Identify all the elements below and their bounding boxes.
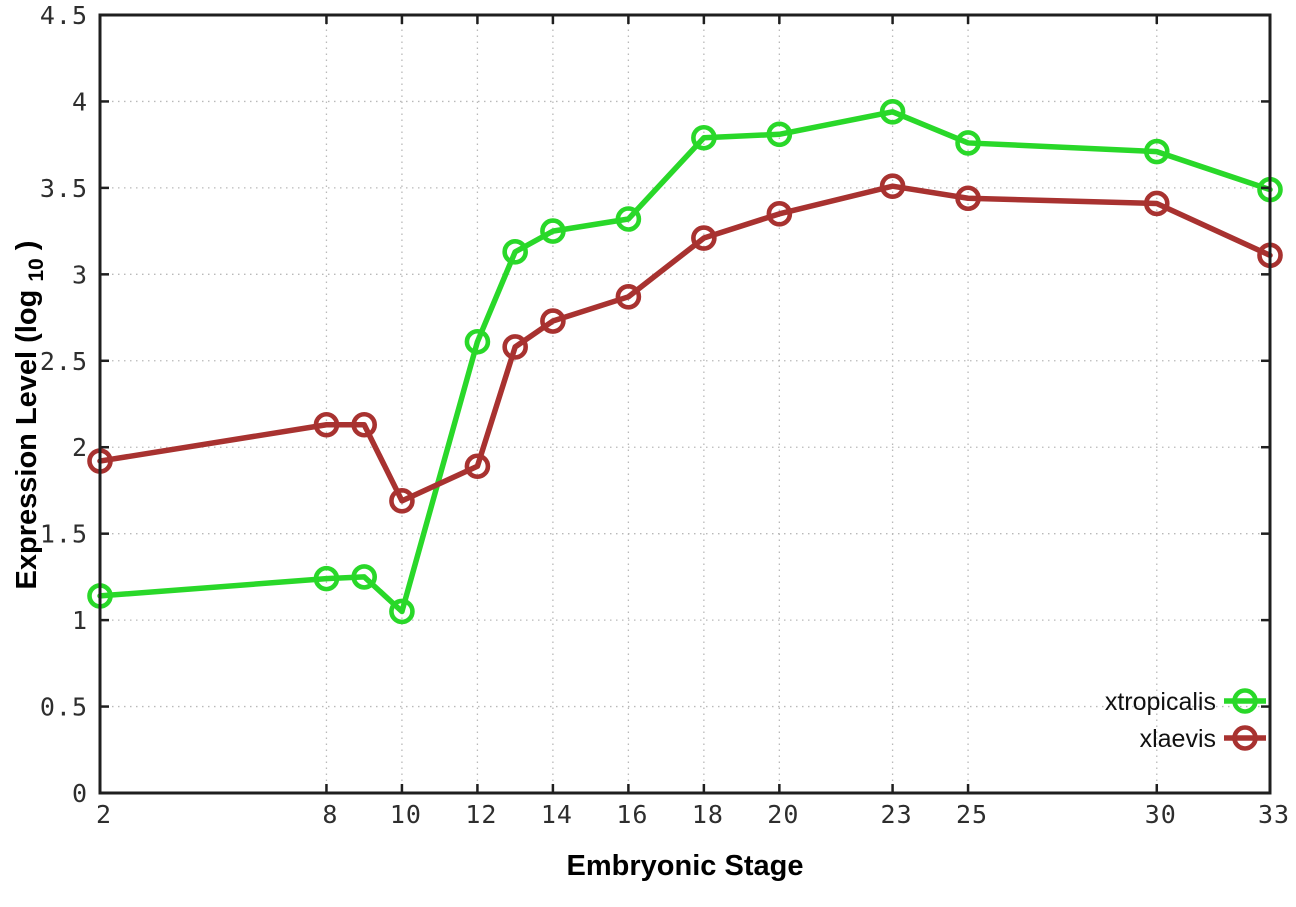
x-tick-label: 23 [881,800,913,829]
data-point-xlaevis [389,488,415,514]
axis-tick-labels: 2 8 10 12 14 16 18 20 23 25 30 33 0 0.5 1 1.5 2 2.5 3 3.5 4 4… [40,1,1290,829]
x-tick-label: 20 [767,800,799,829]
x-tick-label: 12 [465,800,497,829]
data-point-xlaevis [1143,190,1170,217]
data-point-xlaevis [879,173,906,199]
x-tick-label: 2 [96,800,112,829]
data-point-xtropicalis [464,328,491,355]
legend-label-xlaevis: xlaevis [1140,725,1216,753]
x-axis-title: Embryonic Stage [567,850,804,882]
x-tick-label: 8 [322,800,338,829]
y-tick-label: 1.5 [40,520,88,549]
data-point-xlaevis [351,411,377,438]
y-axis-title-subscript: 10 [25,258,48,281]
y-tick-label: 3 [72,260,88,289]
data-point-xtropicalis [313,565,340,592]
axis-ticks [98,13,1272,795]
data-point-xlaevis [464,453,491,480]
legend-marker-xtropicalis [1232,688,1258,714]
legend-item-xlaevis: xlaevis [1140,725,1266,753]
y-axis-title-close: ) [11,241,43,251]
x-tick-label: 16 [616,800,648,829]
series-line-xlaevis [97,183,1273,504]
legend-marker-xlaevis [1232,725,1258,751]
x-tick-label: 30 [1145,800,1177,829]
legend-label-xtropicalis: xtropicalis [1105,688,1216,716]
x-tick-label: 18 [692,800,724,829]
data-point-xtropicalis [766,121,793,148]
data-point-xlaevis [691,225,717,251]
y-tick-label: 3.5 [40,174,88,203]
data-point-xtropicalis [502,239,528,265]
data-point-xlaevis [766,201,793,227]
data-point-xtropicalis [389,598,415,625]
y-tick-label: 4.5 [40,1,88,30]
y-tick-label: 2.5 [40,347,88,376]
x-tick-label: 33 [1258,800,1290,829]
y-axis-title-main: Expression Level (log [11,290,43,590]
legend-item-xtropicalis: xtropicalis [1105,688,1266,716]
x-tick-label: 25 [956,800,988,829]
y-tick-label: 0 [72,779,88,808]
data-point-xtropicalis [351,564,377,590]
y-tick-label: 1 [72,606,88,635]
series-line-xtropicalis [97,109,1273,615]
plot-border [98,13,1272,795]
data-point-xtropicalis [615,206,642,232]
y-tick-label: 2 [72,433,88,462]
y-tick-label: 4 [72,87,88,116]
data-point-xlaevis [615,284,642,310]
data-point-xlaevis [502,334,528,360]
data-point-xtropicalis [540,218,566,244]
legend: xtropicalis xlaevis [1105,688,1266,753]
data-point-xtropicalis [691,124,717,151]
data-point-xlaevis [955,185,981,212]
data-point-xtropicalis [879,99,906,125]
x-tick-label: 10 [390,800,422,829]
plot-frame [98,13,1272,795]
grid-lines [100,15,1270,793]
data-series [87,99,1283,625]
data-point-xtropicalis [1143,138,1170,165]
data-point-xtropicalis [955,130,981,156]
x-tick-label: 14 [541,800,573,829]
data-point-xlaevis [313,411,340,438]
data-point-xlaevis [540,308,566,334]
y-tick-label: 0.5 [40,693,88,722]
y-axis-title: Expression Level (log 10 ) [11,241,50,590]
